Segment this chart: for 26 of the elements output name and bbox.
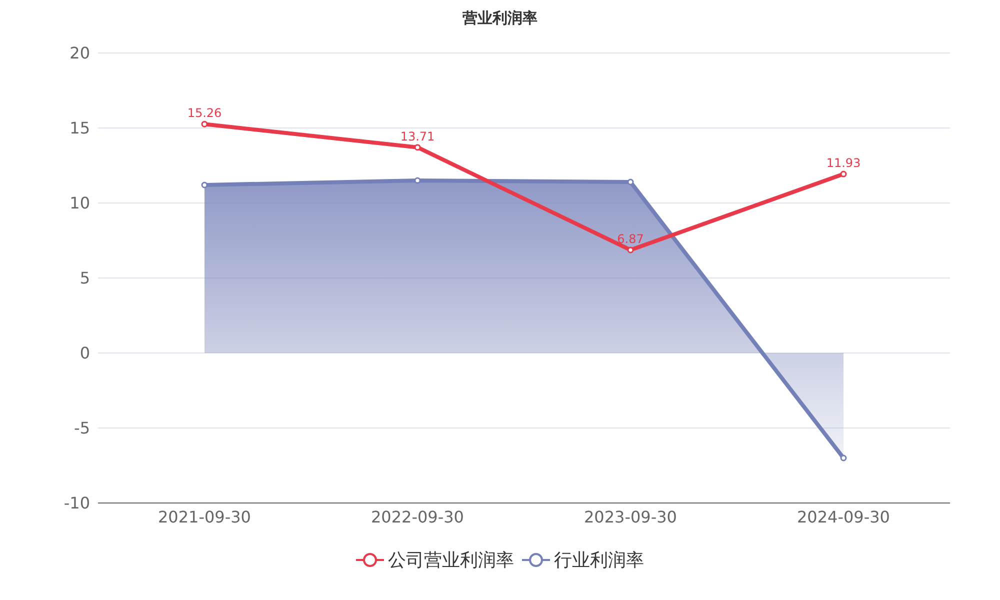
point — [414, 177, 421, 184]
x-tick-label: 2021-09-30 — [158, 507, 251, 526]
point — [840, 170, 847, 178]
y-tick-label: 0 — [80, 344, 90, 363]
y-tick-label: 5 — [80, 268, 90, 288]
point — [627, 178, 634, 186]
point — [840, 454, 847, 462]
point — [201, 120, 208, 128]
x-tick-label: 2023-09-30 — [584, 507, 677, 526]
point — [201, 182, 208, 188]
legend-label: 行业利润率 — [554, 549, 644, 572]
y-tick-label: 20 — [70, 44, 90, 63]
x-tick-label: 2024-09-30 — [797, 507, 890, 526]
y-tick-label: 15 — [70, 118, 90, 138]
data-label: 11.93 — [826, 156, 861, 170]
x-tick-label: 2022-09-30 — [371, 507, 464, 526]
chart-title: 营业利润率 — [462, 8, 538, 29]
point — [414, 144, 421, 151]
point — [627, 246, 634, 254]
data-label: 13.71 — [400, 129, 435, 144]
y-tick-label: 10 — [70, 194, 90, 213]
data-label: 15.26 — [187, 106, 222, 120]
data-label: 6.87 — [617, 232, 644, 246]
y-tick-label: -10 — [64, 494, 90, 513]
legend-label: 公司营业利润率 — [388, 549, 514, 572]
y-tick-label: -5 — [74, 418, 90, 438]
